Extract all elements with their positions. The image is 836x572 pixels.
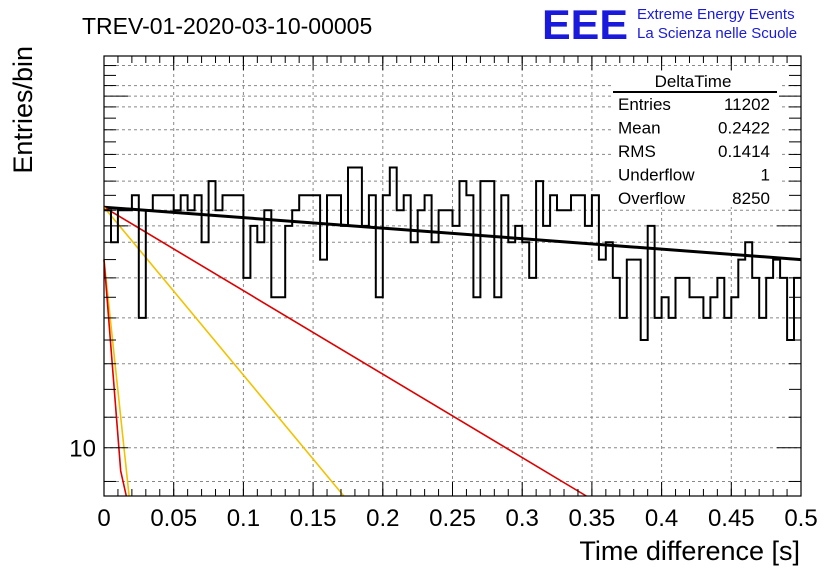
x-tick-label: 0.05 bbox=[150, 505, 197, 532]
y-tick-label: 10 bbox=[69, 436, 96, 463]
x-tick-label: 0.15 bbox=[290, 505, 337, 532]
stats-label: RMS bbox=[618, 142, 656, 161]
stats-value: 0.2422 bbox=[718, 119, 770, 138]
y-axis-label: Entries/bin bbox=[8, 46, 38, 174]
eee-logo-mark: EEE bbox=[542, 1, 628, 48]
exponential-curve bbox=[103, 259, 130, 497]
x-tick-label: 0.5 bbox=[784, 505, 817, 532]
y-tick-labels: 10 bbox=[69, 436, 96, 463]
stats-value: 8250 bbox=[732, 189, 770, 208]
stats-title: DeltaTime bbox=[655, 72, 732, 91]
stats-box: DeltaTime Entries 11202 Mean 0.2422 RMS 0.141… bbox=[613, 72, 779, 208]
axis-ticks bbox=[103, 56, 802, 496]
exponential-curve bbox=[103, 259, 128, 497]
stats-value: 0.1414 bbox=[718, 142, 770, 161]
fit-line bbox=[103, 205, 802, 262]
logo-line-2: La Scienza nelle Scuole bbox=[637, 25, 797, 42]
fit-curves bbox=[103, 205, 802, 497]
x-tick-label: 0.2 bbox=[366, 505, 399, 532]
logo-line-1: Extreme Energy Events bbox=[637, 6, 795, 23]
x-tick-label: 0.4 bbox=[645, 505, 678, 532]
x-tick-label: 0.25 bbox=[429, 505, 476, 532]
stats-label: Mean bbox=[618, 119, 661, 138]
x-axis-label: Time difference [s] bbox=[579, 536, 800, 566]
x-tick-label: 0.45 bbox=[708, 505, 755, 532]
eee-logo: EEE Extreme Energy Events La Scienza nel… bbox=[542, 1, 797, 48]
stats-value: 11202 bbox=[724, 95, 770, 114]
exponential-curve bbox=[103, 206, 587, 497]
x-tick-label: 0 bbox=[97, 505, 110, 532]
exponential-curve bbox=[103, 206, 345, 497]
chart-title: TREV-01-2020-03-10-00005 bbox=[82, 13, 372, 39]
stats-label: Overflow bbox=[618, 189, 686, 208]
histogram-line bbox=[104, 166, 801, 341]
stats-value: 1 bbox=[761, 166, 770, 185]
stats-label: Underflow bbox=[618, 166, 695, 185]
x-tick-label: 0.1 bbox=[227, 505, 260, 532]
stats-rows: Entries 11202 Mean 0.2422 RMS 0.1414 Underflow… bbox=[618, 95, 770, 208]
x-tick-labels: 0 0.05 0.1 0.15 0.2 0.25 0.3 0.35 0.4 0.45 0.5 bbox=[97, 505, 817, 532]
stats-label: Entries bbox=[618, 95, 671, 114]
x-tick-label: 0.3 bbox=[506, 505, 539, 532]
x-tick-label: 0.35 bbox=[569, 505, 616, 532]
